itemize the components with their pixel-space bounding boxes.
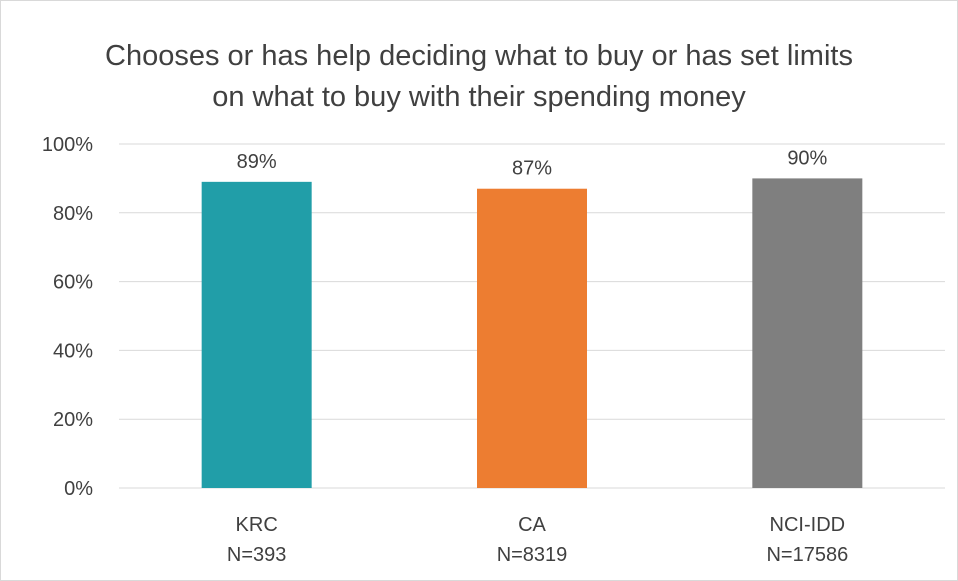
category-label-nci-idd: NCI-IDD (770, 514, 846, 536)
y-axis-tick-labels: 0% 20% 40% 60% 80% 100% (42, 134, 93, 500)
category-label-ca: CA (518, 514, 546, 536)
y-tick-label-20: 20% (53, 409, 93, 431)
chart-title: Chooses or has help deciding what to buy… (105, 40, 853, 113)
chart-title-line-1: Chooses or has help deciding what to buy… (105, 40, 853, 72)
data-label-krc: 89% (237, 151, 277, 173)
y-tick-label-40: 40% (53, 340, 93, 362)
bar-krc (201, 181, 312, 488)
bar-ca (477, 188, 587, 488)
category-sublabel-nci-idd: N=17586 (766, 544, 848, 566)
bars (201, 178, 863, 488)
y-tick-label-100: 100% (42, 134, 93, 156)
data-labels: 89% 87% 90% (237, 147, 828, 179)
chart-title-line-2: on what to buy with their spending money (212, 81, 746, 113)
y-tick-label-80: 80% (53, 203, 93, 225)
category-sublabel-krc: N=393 (227, 544, 287, 566)
bar-nci-idd (752, 178, 863, 488)
category-label-krc: KRC (236, 514, 278, 536)
data-label-ca: 87% (512, 158, 552, 180)
y-tick-label-60: 60% (53, 272, 93, 294)
data-label-nci-idd: 90% (787, 147, 827, 169)
y-tick-label-0: 0% (64, 478, 93, 500)
category-sublabel-ca: N=8319 (497, 544, 568, 566)
category-labels: KRC N=393 CA N=8319 NCI-IDD N=17586 (227, 514, 848, 566)
